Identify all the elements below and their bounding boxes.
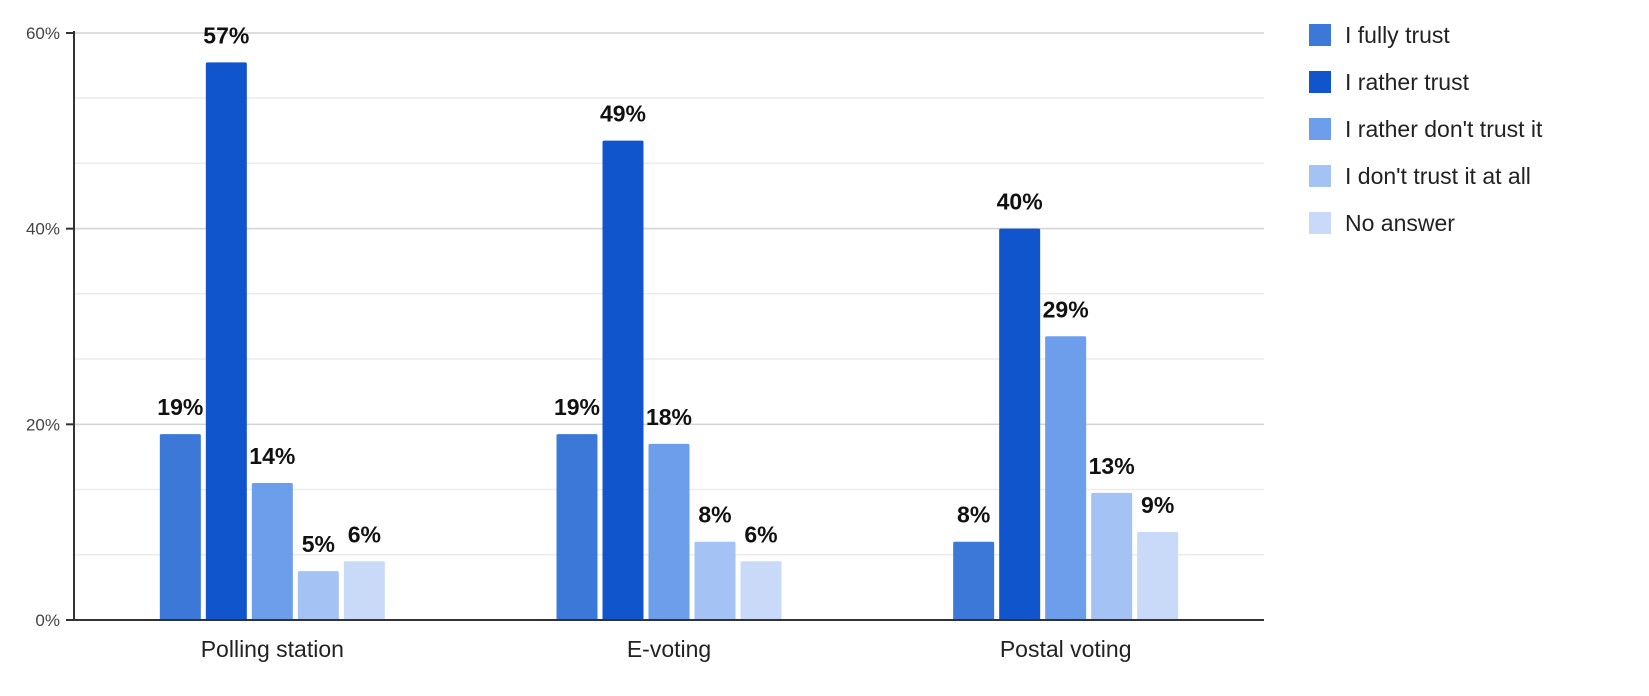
legend-swatch [1309,212,1331,234]
bar [694,541,736,620]
legend-label: I fully trust [1345,22,1450,48]
data-label: 6% [744,521,777,547]
category-label: Postal voting [1000,636,1132,662]
legend-label: I rather trust [1345,69,1470,95]
bar [953,541,995,620]
data-label: 8% [698,502,731,528]
data-label: 8% [957,502,990,528]
legend-label: I don't trust it at all [1345,163,1531,189]
y-tick-label: 20% [26,415,60,434]
y-tick-label: 0% [35,611,60,630]
data-label: 40% [997,189,1043,215]
data-label: 14% [249,443,295,469]
bar [602,140,644,620]
legend-label: I rather don't trust it [1345,116,1543,142]
bar [251,483,293,620]
category-label: Polling station [201,636,344,662]
bar [1137,531,1179,620]
data-label: 49% [600,101,646,127]
data-label: 5% [302,531,335,557]
legend-swatch [1309,71,1331,93]
legend-swatch [1309,165,1331,187]
data-label: 19% [554,394,600,420]
legend: I fully trust I rather trust I rather don'… [1309,22,1543,236]
bar [740,561,782,620]
data-label: 18% [646,404,692,430]
legend-swatch [1309,24,1331,46]
data-label: 6% [348,521,381,547]
legend-swatch [1309,118,1331,140]
bar [205,62,247,621]
category-label: E-voting [627,636,711,662]
data-label: 19% [157,394,203,420]
data-label: 9% [1141,492,1174,518]
bar [556,434,598,620]
bar [159,434,201,620]
bar [999,228,1041,620]
y-tick-label: 60% [26,24,60,43]
bar [648,443,690,620]
x-axis: Polling station E-voting Postal voting [74,619,1264,662]
bar [1045,336,1087,620]
data-label: 29% [1043,296,1089,322]
bars: 19% 57% 14% 5% 6% 19% 49% 18% 8% 6% 8% 40% 29% 13%9% [157,22,1179,621]
bar [297,571,339,620]
bar [343,561,385,620]
y-axis: 0% 20% 40% 60% [26,24,75,630]
data-label: 13% [1089,453,1135,479]
bar [1091,492,1133,620]
data-label: 57% [203,22,249,48]
legend-label: No answer [1345,210,1455,236]
y-tick-label: 40% [26,220,60,239]
